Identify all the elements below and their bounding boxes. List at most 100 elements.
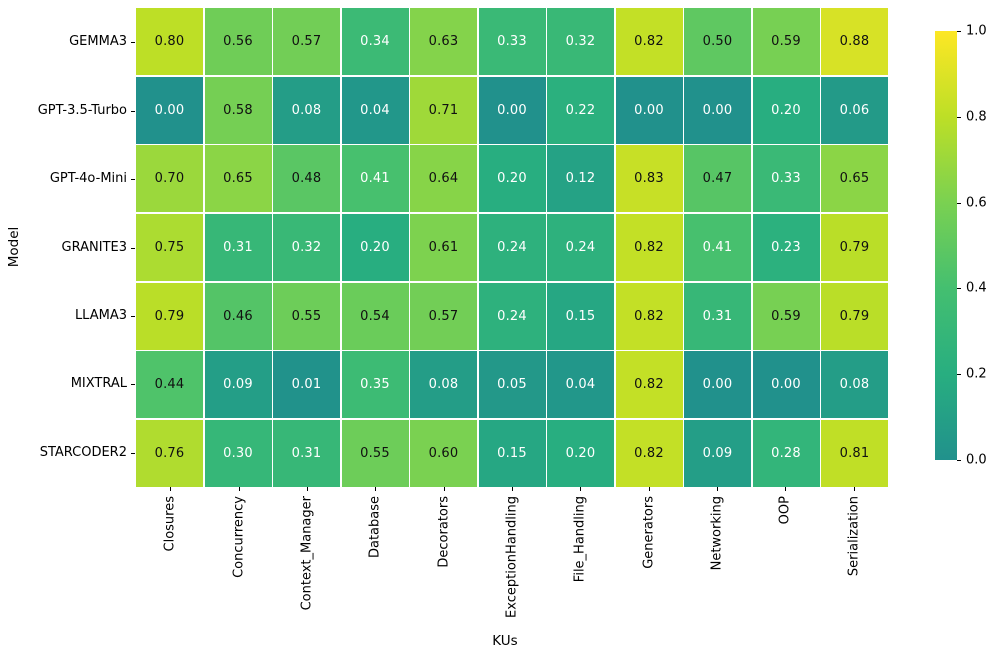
y-axis-title: Model — [6, 226, 22, 268]
heatmap-cell: 0.76 — [136, 419, 203, 487]
x-tick-mark — [648, 487, 650, 491]
heatmap-cell: 0.24 — [547, 213, 614, 282]
heatmap-cell: 0.20 — [341, 213, 409, 282]
x-tick-mark — [170, 487, 172, 491]
heatmap-cell: 0.15 — [478, 419, 546, 487]
colorbar — [935, 31, 957, 460]
heatmap-cell: 0.08 — [821, 351, 888, 419]
heatmap-cell: 0.80 — [136, 8, 203, 76]
y-tick-label: GRANITE3 — [61, 239, 127, 255]
heatmap-cell: 0.00 — [684, 76, 751, 144]
heatmap-cell: 0.55 — [341, 419, 409, 487]
heatmap-cell: 0.12 — [547, 145, 614, 213]
heatmap-cell: 0.32 — [273, 213, 340, 282]
y-tick-mark — [131, 110, 135, 112]
heatmap-cell: 0.82 — [615, 351, 683, 419]
x-tick-mark — [375, 487, 377, 491]
y-tick-mark — [131, 315, 135, 317]
heatmap-cell: 0.75 — [136, 213, 203, 282]
colorbar-tick-label: 0.4 — [966, 280, 987, 296]
y-tick-mark — [131, 247, 135, 249]
heatmap-cell: 0.04 — [547, 351, 614, 419]
heatmap-cell: 0.22 — [547, 76, 614, 144]
heatmap-cell: 0.82 — [615, 282, 683, 350]
heatmap-cell: 0.09 — [204, 351, 272, 419]
heatmap-cell: 0.00 — [478, 76, 546, 144]
heatmap-cell: 0.47 — [684, 145, 751, 213]
heatmap-cell: 0.81 — [821, 419, 888, 487]
heatmap-cell: 0.15 — [547, 282, 614, 350]
x-tick-mark — [580, 487, 582, 491]
heatmap-cell: 0.59 — [752, 282, 820, 350]
x-tick-mark — [238, 487, 240, 491]
x-tick-mark — [443, 487, 445, 491]
heatmap-cell: 0.56 — [204, 8, 272, 76]
heatmap-cell: 0.60 — [410, 419, 477, 487]
colorbar-tick-mark — [957, 288, 961, 290]
heatmap-cell: 0.82 — [615, 8, 683, 76]
x-tick-mark — [717, 487, 719, 491]
heatmap-cell: 0.54 — [341, 282, 409, 350]
x-tick-label: Database — [367, 496, 383, 559]
x-tick-label: ExceptionHandling — [504, 496, 520, 618]
heatmap-cell: 0.09 — [684, 419, 751, 487]
colorbar-tick-mark — [957, 116, 961, 118]
colorbar-tick-mark — [957, 460, 961, 461]
heatmap-cell: 0.35 — [341, 351, 409, 419]
heatmap-cell: 0.48 — [273, 145, 340, 213]
heatmap-cell: 0.20 — [547, 419, 614, 487]
heatmap-cell: 0.33 — [752, 145, 820, 213]
x-tick-label: File_Handling — [572, 496, 588, 583]
heatmap-cell: 0.00 — [615, 76, 683, 144]
y-tick-label: LLAMA3 — [74, 307, 127, 323]
heatmap-cell: 0.46 — [204, 282, 272, 350]
heatmap-cell: 0.31 — [684, 282, 751, 350]
heatmap-cell: 0.88 — [821, 8, 888, 76]
y-tick-label: STARCODER2 — [39, 444, 127, 460]
y-tick-mark — [131, 42, 135, 44]
y-tick-mark — [131, 452, 135, 454]
colorbar-tick-mark — [957, 374, 961, 376]
heatmap-cell: 0.57 — [410, 282, 477, 350]
colorbar-tick-label: 0.2 — [966, 366, 987, 382]
heatmap-cell: 0.08 — [410, 351, 477, 419]
colorbar-tick-mark — [957, 31, 961, 32]
heatmap-cell: 0.33 — [478, 8, 546, 76]
colorbar-tick-label: 0.8 — [966, 109, 987, 125]
heatmap-cell: 0.65 — [821, 145, 888, 213]
heatmap-cell: 0.58 — [204, 76, 272, 144]
y-tick-mark — [131, 179, 135, 181]
heatmap-cell: 0.57 — [273, 8, 340, 76]
x-tick-label: Concurrency — [231, 496, 247, 578]
heatmap-cell: 0.64 — [410, 145, 477, 213]
heatmap-cell: 0.41 — [341, 145, 409, 213]
y-tick-label: GEMMA3 — [69, 34, 127, 50]
heatmap-cell: 0.70 — [136, 145, 203, 213]
heatmap-cell: 0.63 — [410, 8, 477, 76]
heatmap-cell: 0.00 — [684, 351, 751, 419]
x-tick-label: Serialization — [846, 496, 862, 577]
x-tick-mark — [306, 487, 308, 491]
heatmap-cell: 0.24 — [478, 282, 546, 350]
colorbar-tick-label: 0.0 — [966, 452, 987, 468]
heatmap-cell: 0.20 — [478, 145, 546, 213]
heatmap-cell: 0.34 — [341, 8, 409, 76]
y-tick-label: GPT-4o-Mini — [49, 171, 127, 187]
heatmap-cell: 0.31 — [204, 213, 272, 282]
heatmap-cell: 0.82 — [615, 419, 683, 487]
heatmap-cell: 0.61 — [410, 213, 477, 282]
heatmap-cell: 0.79 — [821, 282, 888, 350]
heatmap-cell: 0.41 — [684, 213, 751, 282]
heatmap-cell: 0.06 — [821, 76, 888, 144]
heatmap-cell: 0.59 — [752, 8, 820, 76]
heatmap-cell: 0.24 — [478, 213, 546, 282]
heatmap-cell: 0.23 — [752, 213, 820, 282]
heatmap-cell: 0.50 — [684, 8, 751, 76]
heatmap-cell: 0.83 — [615, 145, 683, 213]
x-tick-label: Generators — [641, 496, 657, 569]
heatmap-cell: 0.79 — [821, 213, 888, 282]
heatmap-cell: 0.20 — [752, 76, 820, 144]
heatmap-cell: 0.28 — [752, 419, 820, 487]
x-tick-label: OOP — [777, 496, 793, 525]
